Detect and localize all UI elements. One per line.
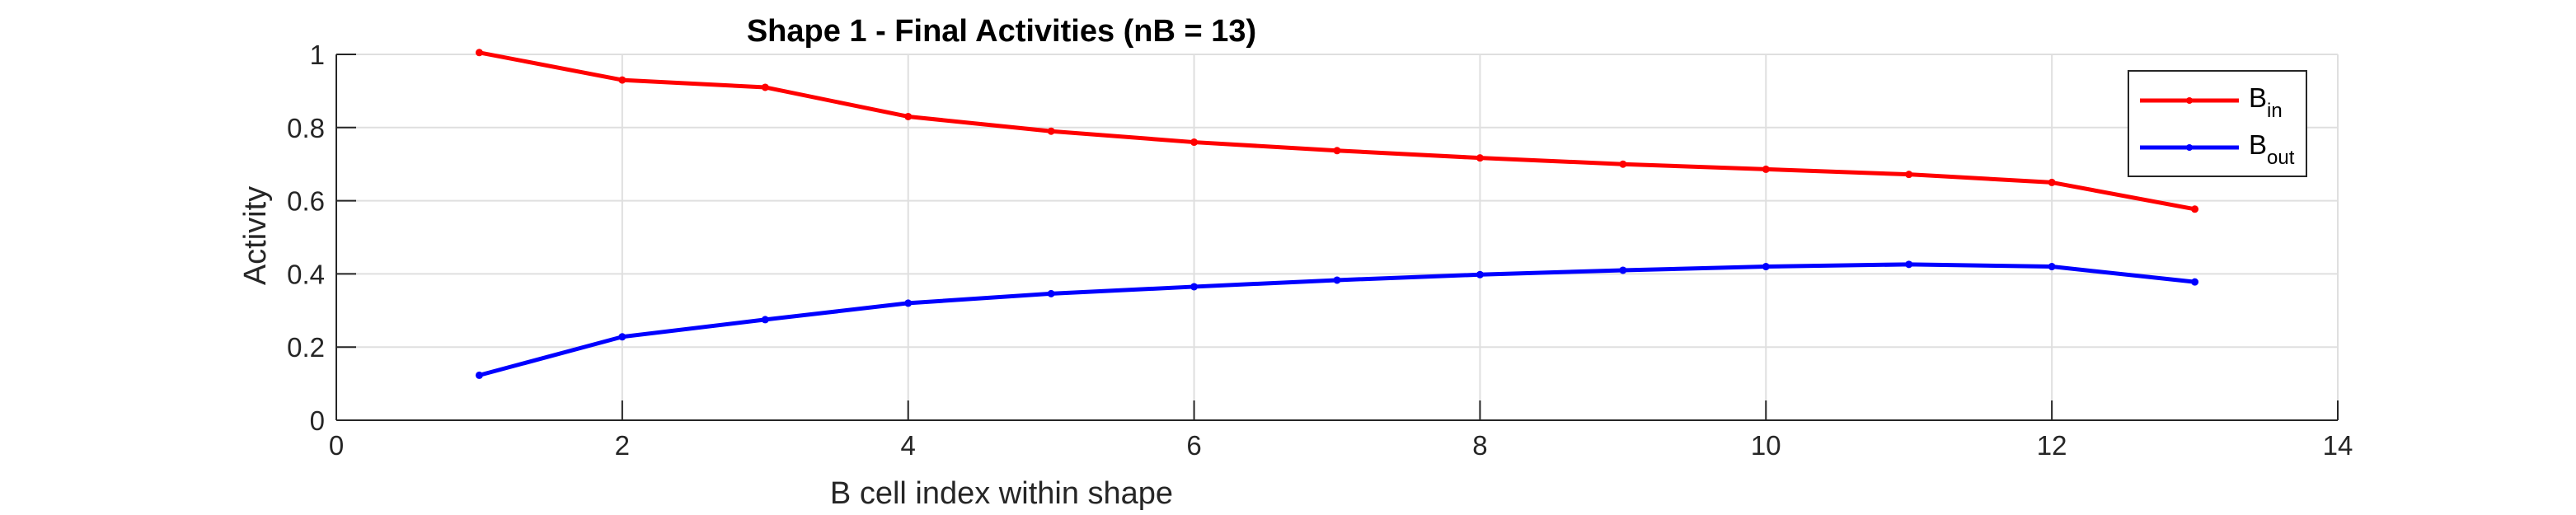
y-tick-label: 0.8 — [287, 113, 325, 143]
data-point-b-out — [2048, 263, 2056, 271]
y-tick-label: 1 — [310, 40, 325, 70]
data-point-b-in — [2191, 205, 2199, 213]
data-point-b-in — [618, 76, 626, 84]
data-point-b-out — [1905, 260, 1913, 269]
series-line-b-in — [478, 50, 2196, 212]
data-point-b-out — [475, 371, 483, 379]
y-tick-label: 0.2 — [287, 332, 325, 363]
plot-series — [475, 49, 2199, 379]
data-point-b-in — [2048, 178, 2056, 186]
legend-label-b-in-sub: in — [2267, 100, 2283, 122]
legend-marker-b-out — [2186, 144, 2193, 151]
data-point-b-out — [2191, 278, 2199, 286]
legend: Bin Bout — [2128, 70, 2307, 177]
chart-title: Shape 1 - Final Activities (nB = 13) — [747, 14, 1256, 49]
data-point-b-in — [1476, 154, 1484, 162]
data-point-b-out — [761, 316, 769, 324]
legend-label-b-out-sub: out — [2267, 147, 2295, 169]
legend-label-b-in-main: B — [2249, 82, 2267, 113]
data-point-b-out — [618, 333, 626, 341]
data-point-b-in — [761, 83, 769, 91]
x-axis-label: B cell index within shape — [830, 476, 1173, 511]
data-point-b-in — [1047, 127, 1055, 135]
data-point-b-out — [1619, 266, 1627, 274]
data-point-b-out — [1047, 289, 1055, 297]
legend-box — [2128, 70, 2307, 177]
x-tick-label: 6 — [1186, 430, 1201, 461]
x-tick-label: 8 — [1472, 430, 1487, 461]
data-point-b-in — [1619, 160, 1627, 168]
x-tick-label: 0 — [329, 430, 344, 461]
data-point-b-in — [475, 49, 483, 57]
x-tick-label: 4 — [901, 430, 916, 461]
data-point-b-out — [1762, 263, 1770, 271]
y-axis-label: Activity — [238, 186, 273, 285]
grid-lines — [335, 54, 2339, 421]
legend-entry-b-in: Bin — [2140, 82, 2283, 122]
data-point-b-out — [1333, 276, 1341, 284]
axes — [335, 54, 2339, 421]
data-point-b-in — [1190, 138, 1199, 147]
data-point-b-out — [904, 299, 913, 307]
data-point-b-in — [904, 112, 913, 120]
data-point-b-out — [1190, 283, 1199, 291]
y-tick-label: 0.6 — [287, 186, 325, 217]
data-point-b-in — [1905, 171, 1913, 179]
x-tick-label: 10 — [1751, 430, 1781, 461]
data-point-b-out — [1476, 270, 1484, 279]
data-point-b-in — [1333, 147, 1341, 155]
legend-label-b-out: Bout — [2249, 129, 2295, 169]
x-tick-label: 14 — [2323, 430, 2353, 461]
legend-label-b-out-main: B — [2249, 129, 2267, 160]
legend-marker-b-in — [2186, 97, 2193, 104]
y-tick-label: 0 — [310, 405, 325, 436]
legend-label-b-in: Bin — [2249, 82, 2283, 122]
y-tick-label: 0.4 — [287, 259, 325, 289]
x-tick-label: 12 — [2037, 430, 2067, 461]
x-tick-label: 2 — [615, 430, 630, 461]
data-point-b-in — [1762, 165, 1770, 173]
legend-entry-b-out: Bout — [2140, 129, 2295, 169]
tick-labels: 0 2 4 6 8 10 12 14 0 0.2 0.4 0.6 0.8 1 — [287, 40, 2353, 461]
